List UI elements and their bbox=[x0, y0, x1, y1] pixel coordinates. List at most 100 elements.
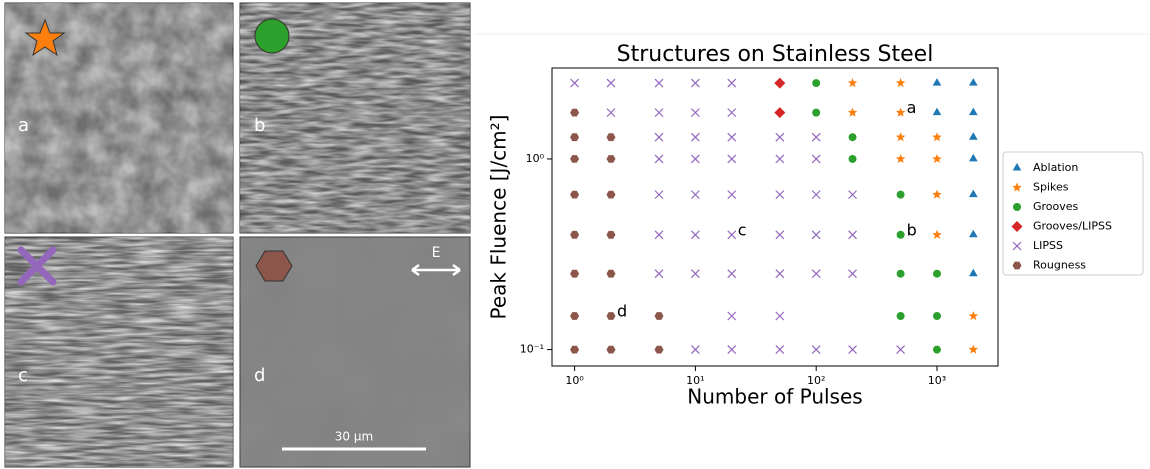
y-axis-label: Peak Fluence [J/cm²] bbox=[487, 115, 511, 320]
point bbox=[933, 346, 941, 354]
point bbox=[655, 109, 663, 117]
point bbox=[896, 132, 906, 141]
point bbox=[849, 270, 857, 278]
point bbox=[776, 312, 784, 320]
point bbox=[896, 154, 906, 163]
point bbox=[1013, 203, 1021, 211]
point bbox=[776, 133, 784, 141]
point bbox=[728, 79, 736, 87]
legend-label: Ablation bbox=[1033, 161, 1078, 174]
point bbox=[691, 155, 699, 163]
point bbox=[728, 270, 736, 278]
point bbox=[691, 79, 699, 87]
point bbox=[570, 109, 579, 117]
point bbox=[812, 231, 820, 239]
point bbox=[728, 231, 736, 239]
point bbox=[776, 231, 784, 239]
point bbox=[607, 133, 616, 141]
point bbox=[849, 231, 857, 239]
point bbox=[969, 78, 978, 86]
point bbox=[933, 108, 942, 116]
point bbox=[897, 270, 905, 278]
point bbox=[969, 132, 978, 140]
point bbox=[812, 79, 820, 87]
icon-circle bbox=[255, 19, 289, 53]
panel-label: c bbox=[18, 365, 28, 386]
point bbox=[849, 346, 857, 354]
figure: a b c d E 30 µm Structures on Stainless … bbox=[0, 0, 1150, 469]
point bbox=[728, 312, 736, 320]
point bbox=[774, 107, 785, 118]
legend-label: Spikes bbox=[1033, 181, 1069, 194]
point bbox=[607, 346, 616, 354]
x-tick-label: 10¹ bbox=[686, 374, 704, 387]
point bbox=[933, 270, 941, 278]
point bbox=[728, 191, 736, 199]
annotation: b bbox=[907, 220, 917, 239]
point bbox=[655, 79, 663, 87]
point bbox=[849, 133, 857, 141]
point bbox=[655, 133, 663, 141]
point bbox=[932, 132, 942, 141]
point bbox=[897, 231, 905, 239]
point bbox=[691, 191, 699, 199]
point bbox=[776, 270, 784, 278]
point bbox=[607, 312, 616, 320]
point bbox=[607, 231, 616, 239]
point bbox=[969, 108, 978, 116]
point bbox=[655, 312, 664, 320]
point bbox=[969, 345, 979, 354]
chart-title: Structures on Stainless Steel bbox=[617, 42, 934, 67]
point bbox=[776, 346, 784, 354]
point bbox=[570, 270, 579, 278]
point bbox=[812, 109, 820, 117]
point bbox=[896, 108, 906, 117]
point bbox=[933, 312, 941, 320]
legend-label: Grooves/LIPSS bbox=[1033, 220, 1112, 233]
point bbox=[812, 191, 820, 199]
point bbox=[932, 190, 942, 199]
point bbox=[607, 109, 615, 117]
point bbox=[812, 133, 820, 141]
annotation: a bbox=[907, 98, 917, 117]
point bbox=[728, 155, 736, 163]
point bbox=[691, 133, 699, 141]
x-tick-label: 10³ bbox=[928, 374, 946, 387]
panel-label: a bbox=[18, 115, 29, 136]
point bbox=[849, 191, 857, 199]
sem-panels: a b c d E 30 µm bbox=[5, 3, 470, 467]
point bbox=[776, 155, 784, 163]
point bbox=[849, 155, 857, 163]
panel-label: d bbox=[254, 365, 265, 386]
panel-label: b bbox=[254, 115, 265, 136]
point bbox=[655, 231, 663, 239]
point bbox=[776, 191, 784, 199]
point bbox=[607, 155, 616, 163]
point bbox=[897, 312, 905, 320]
x-tick-label: 10⁰ bbox=[565, 374, 584, 387]
point bbox=[570, 312, 579, 320]
point bbox=[848, 78, 858, 87]
point bbox=[570, 231, 579, 239]
point bbox=[969, 230, 978, 238]
point bbox=[932, 230, 942, 239]
point bbox=[728, 133, 736, 141]
point bbox=[897, 191, 905, 199]
point bbox=[812, 346, 820, 354]
point bbox=[691, 231, 699, 239]
point bbox=[969, 190, 978, 198]
point bbox=[655, 155, 663, 163]
point bbox=[691, 109, 699, 117]
point bbox=[897, 346, 905, 354]
point bbox=[728, 346, 736, 354]
point bbox=[607, 79, 615, 87]
point bbox=[655, 346, 664, 354]
annotation: d bbox=[617, 302, 627, 321]
field-label: E bbox=[432, 245, 441, 261]
point bbox=[969, 154, 978, 162]
point bbox=[812, 155, 820, 163]
annotation: c bbox=[738, 220, 747, 239]
point bbox=[933, 78, 942, 86]
point bbox=[570, 155, 579, 163]
y-tick-label: 10⁻¹ bbox=[520, 343, 544, 356]
